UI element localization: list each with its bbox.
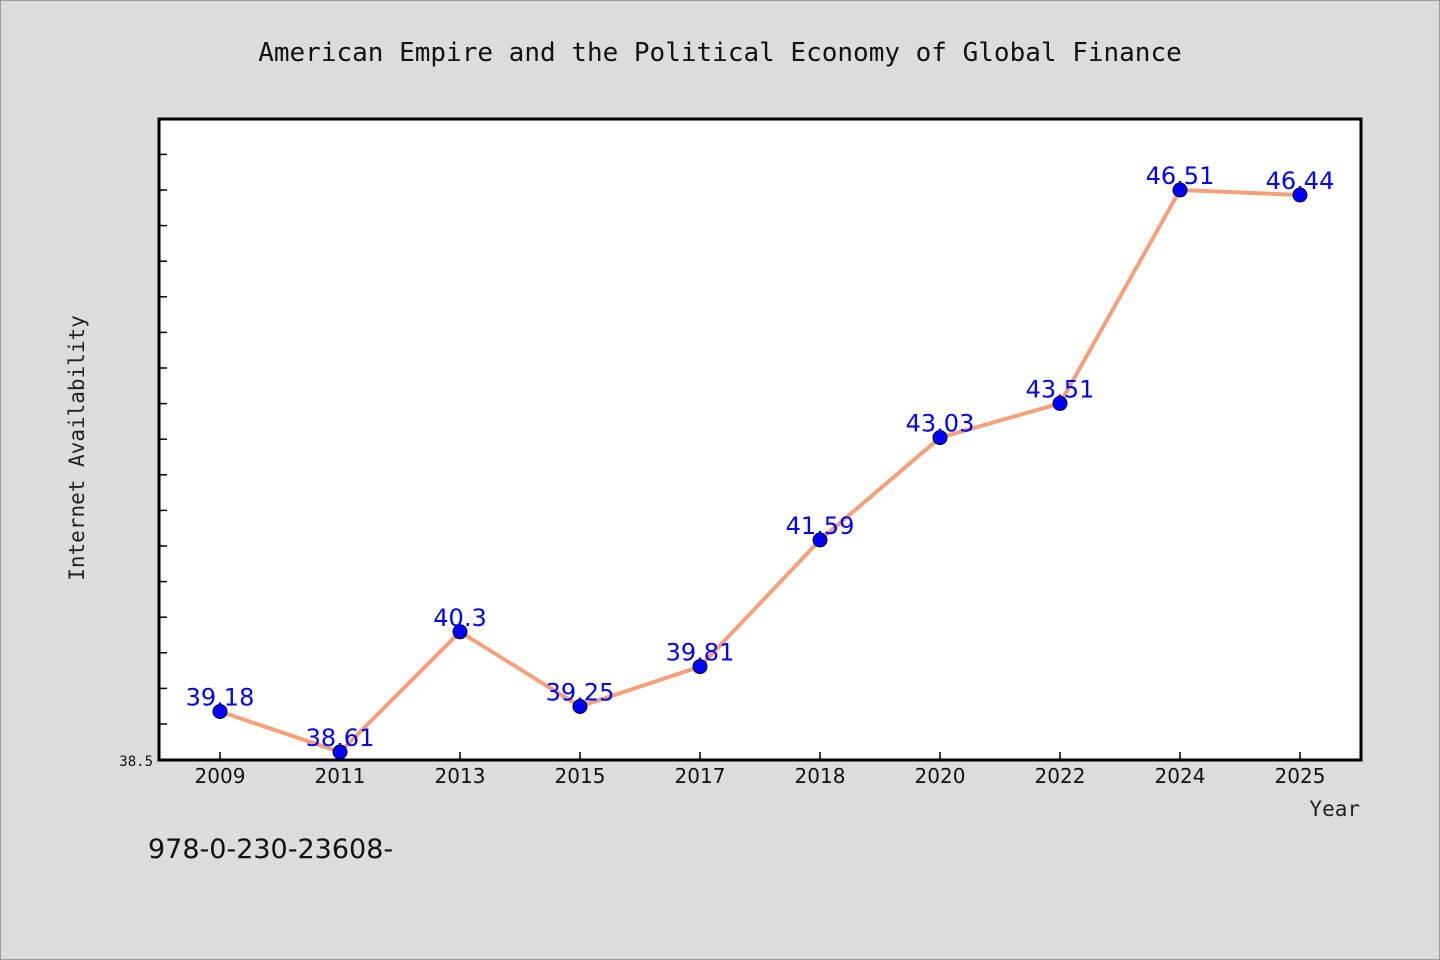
data-label: 41.59: [786, 512, 855, 540]
x-tick-label: 2009: [195, 764, 246, 788]
data-point: [692, 659, 708, 675]
y-minor-ticks: [159, 153, 167, 725]
data-point: [332, 744, 348, 760]
data-label: 39.25: [546, 679, 615, 707]
y-axis-label: Internet Availability: [65, 315, 89, 581]
x-tick-label: 2025: [1275, 764, 1326, 788]
x-tick-label: 2013: [435, 764, 486, 788]
data-label: 46.51: [1146, 162, 1215, 190]
data-label: 43.03: [906, 410, 975, 438]
data-label: 46.44: [1266, 167, 1335, 195]
x-tick-label: 2011: [315, 764, 366, 788]
x-tick-labels: 2009 2011 2013 2015 2017 2018 2020 2022 2024 2025: [195, 764, 1326, 788]
footer-text: 978-0-230-23608-: [148, 834, 394, 865]
data-point: [452, 624, 468, 640]
x-tick-label: 2020: [915, 764, 966, 788]
x-tick-label: 2015: [555, 764, 606, 788]
series-line: [219, 188, 1301, 754]
x-tick-label: 2017: [675, 764, 726, 788]
x-tick-label: 2024: [1155, 764, 1206, 788]
data-markers: [212, 182, 1308, 760]
data-label: 39.81: [666, 639, 735, 667]
plot-area: [157, 117, 1363, 762]
data-label: 40.3: [433, 604, 486, 632]
data-label: 38.61: [306, 724, 375, 752]
data-point: [572, 699, 588, 714]
data-label: 39.18: [186, 684, 255, 712]
x-tick-label: 2018: [795, 764, 846, 788]
x-axis-label: Year: [1309, 797, 1360, 821]
data-point: [1292, 187, 1308, 203]
data-label: 43.51: [1026, 375, 1095, 403]
data-point: [932, 430, 948, 446]
chart-title: American Empire and the Political Econom…: [258, 38, 1182, 68]
data-point: [812, 532, 828, 548]
x-tick-label: 2022: [1035, 764, 1086, 788]
y-tick-label: 38.5: [119, 754, 153, 770]
data-point: [1052, 395, 1068, 411]
data-labels: 39.18 38.61 40.3 39.25 39.81 41.59 43.03 43.51 4…: [186, 162, 1335, 752]
data-point: [212, 704, 228, 719]
data-point: [1172, 182, 1188, 198]
